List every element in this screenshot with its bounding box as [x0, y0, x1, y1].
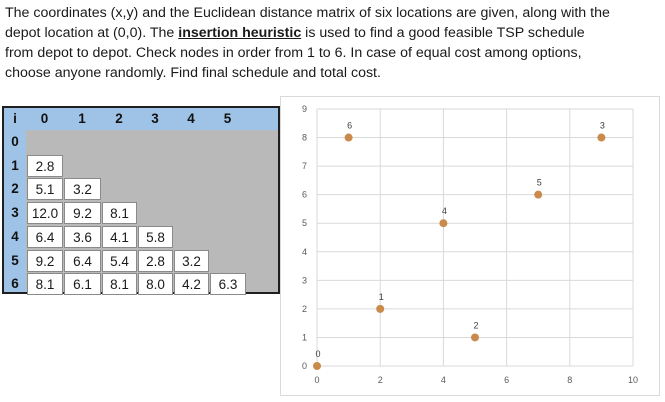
y-tick-label: 0 [302, 361, 307, 371]
x-tick-label: 2 [378, 375, 383, 385]
data-point [313, 362, 321, 370]
matrix-row-header: 4 [11, 228, 19, 244]
data-point-label: 3 [600, 121, 605, 131]
matrix-cell: 5.8 [138, 225, 173, 248]
matrix-cell: 6.3 [210, 273, 246, 296]
matrix-cell: 5.4 [102, 249, 137, 272]
data-point-label: 6 [347, 121, 352, 131]
matrix-row-header: 5 [11, 252, 19, 268]
data-point-label: 4 [442, 206, 447, 216]
data-point-label: 1 [379, 292, 384, 302]
x-tick-label: 6 [504, 375, 509, 385]
matrix-cell: 2.8 [27, 154, 63, 177]
matrix-cell: 12.0 [27, 202, 63, 225]
matrix-row-header: 3 [11, 205, 19, 221]
matrix-cell: 4.1 [102, 225, 137, 248]
matrix-cell: 3.6 [64, 225, 101, 248]
y-tick-label: 7 [302, 161, 307, 171]
matrix-cell: 5.1 [27, 178, 63, 201]
y-tick-label: 4 [302, 247, 307, 257]
matrix-row-header-column [4, 108, 26, 292]
data-point-label: 5 [537, 178, 542, 188]
matrix-row-header: 6 [11, 276, 19, 292]
matrix-row-header: 1 [11, 157, 19, 173]
y-tick-label: 3 [302, 275, 307, 285]
x-tick-label: 10 [628, 375, 638, 385]
matrix-cell: 4.2 [174, 273, 209, 296]
matrix-cell: 8.1 [102, 202, 137, 225]
matrix-cell: 6.4 [27, 225, 63, 248]
problem-line-1: The coordinates (x,y) and the Euclidean … [5, 5, 610, 21]
matrix-row-header: 2 [11, 181, 19, 197]
matrix-col-header: 2 [115, 111, 123, 126]
y-tick-label: 8 [302, 133, 307, 143]
y-tick-label: 6 [302, 190, 307, 200]
matrix-cell: 3.2 [64, 178, 101, 201]
matrix-col-header: 0 [40, 111, 49, 126]
matrix-cell: 8.0 [138, 273, 173, 296]
problem-line-3: from depot to depot. Check nodes in orde… [5, 45, 582, 61]
problem-line-2-end: is used to find a good feasible TSP sche… [301, 25, 585, 41]
matrix-cell: 8.1 [102, 273, 137, 296]
matrix-corner-label: i [13, 111, 17, 126]
y-tick-label: 1 [302, 332, 307, 342]
matrix-col-header: 1 [78, 111, 86, 126]
matrix-cell: 9.2 [27, 249, 63, 272]
data-point [471, 333, 479, 342]
y-tick-label: 2 [302, 304, 307, 314]
data-point [597, 133, 606, 142]
x-tick-label: 0 [314, 375, 319, 385]
matrix-cell: 6.4 [64, 249, 101, 272]
data-point-label: 2 [473, 320, 478, 330]
data-point [534, 190, 543, 199]
plot-frame [280, 96, 660, 396]
y-tick-label: 5 [302, 218, 307, 228]
matrix-header-row [4, 108, 278, 130]
data-point-label: 0 [315, 349, 320, 359]
matrix-row-header: 0 [11, 134, 19, 149]
matrix-cell: 3.2 [174, 249, 209, 272]
x-tick-label: 4 [441, 375, 446, 385]
data-point [376, 304, 385, 313]
problem-statement: The coordinates (x,y) and the Euclidean … [5, 3, 660, 83]
x-tick-label: 8 [567, 375, 572, 385]
y-tick-label: 9 [302, 104, 307, 114]
problem-line-2: depot location at (0,0). The insertion h… [5, 23, 660, 43]
matrix-cell: 2.8 [138, 249, 173, 272]
distance-matrix-table: i 0 1 2 3 4 5 0 1 2.8 2 5.1 3.2 3 12.0 9.2 8.1 4 6.4 3.6 4.1… [2, 106, 280, 296]
matrix-cell: 9.2 [64, 202, 101, 225]
matrix-cell: 6.1 [64, 273, 101, 296]
matrix-col-header: 5 [223, 111, 232, 126]
matrix-col-header: 3 [151, 111, 159, 126]
problem-line-4: choose anyone randomly. Find final sched… [5, 65, 381, 81]
matrix-cell: 8.1 [27, 273, 63, 296]
data-point [344, 133, 353, 142]
matrix-col-header: 4 [187, 111, 195, 126]
data-point [439, 219, 448, 228]
insertion-heuristic-term: insertion heuristic [178, 25, 302, 41]
problem-line-2-start: depot location at (0,0). The [5, 25, 179, 41]
